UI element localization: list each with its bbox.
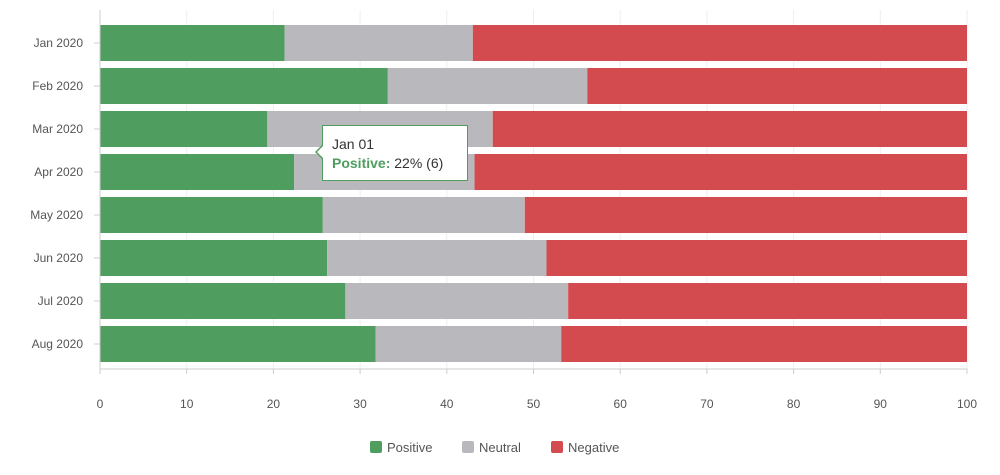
y-tick-label: Aug 2020	[32, 337, 84, 351]
bar-negative-aug-2020[interactable]	[561, 326, 967, 362]
x-tick-label: 80	[787, 397, 801, 411]
x-tick-label: 50	[527, 397, 541, 411]
bar-positive-apr-2020[interactable]	[100, 154, 295, 190]
legend-label-neutral: Neutral	[479, 440, 521, 455]
x-tick-label: 30	[353, 397, 367, 411]
bar-positive-feb-2020[interactable]	[100, 68, 388, 104]
tooltip-value-line: Positive: 22% (6)	[332, 154, 467, 173]
legend-label-positive: Positive	[387, 440, 433, 455]
legend-item-negative[interactable]: Negative	[551, 440, 619, 455]
y-tick-label: Jan 2020	[34, 36, 84, 50]
bar-negative-jan-2020[interactable]	[472, 25, 967, 61]
x-tick-label: 0	[97, 397, 104, 411]
y-tick-label: Feb 2020	[32, 79, 83, 93]
x-tick-label: 90	[874, 397, 888, 411]
tooltip-value: 22% (6)	[394, 155, 444, 171]
legend-label-negative: Negative	[568, 440, 619, 455]
bars	[100, 25, 967, 362]
bar-neutral-aug-2020[interactable]	[375, 326, 562, 362]
legend: Positive Neutral Negative	[370, 440, 619, 455]
y-tick-label: Jul 2020	[38, 294, 84, 308]
y-tick-label: May 2020	[30, 208, 83, 222]
bar-neutral-jan-2020[interactable]	[284, 25, 473, 61]
bar-negative-may-2020[interactable]	[524, 197, 967, 233]
bar-negative-jul-2020[interactable]	[568, 283, 967, 319]
y-tick-label: Mar 2020	[32, 122, 83, 136]
bar-neutral-jul-2020[interactable]	[345, 283, 569, 319]
legend-swatch-negative	[551, 441, 563, 453]
x-tick-label: 40	[440, 397, 454, 411]
y-tick-label: Apr 2020	[34, 165, 83, 179]
bar-negative-jun-2020[interactable]	[546, 240, 967, 276]
x-tick-label: 70	[700, 397, 714, 411]
x-tick-label: 60	[614, 397, 628, 411]
axes: 0 10 20 30 40 50 60 70 80 90 100 Jan 2020 Feb 2020 Ma…	[30, 10, 977, 411]
bar-positive-jan-2020[interactable]	[100, 25, 285, 61]
y-tick-label: Jun 2020	[34, 251, 84, 265]
bar-negative-mar-2020[interactable]	[492, 111, 967, 147]
bar-positive-jun-2020[interactable]	[100, 240, 328, 276]
tooltip-series-label: Positive:	[332, 155, 391, 171]
x-tick-label: 100	[957, 397, 977, 411]
bar-positive-aug-2020[interactable]	[100, 326, 376, 362]
tooltip-title: Jan 01	[332, 136, 375, 152]
bar-neutral-feb-2020[interactable]	[387, 68, 588, 104]
bar-negative-feb-2020[interactable]	[587, 68, 967, 104]
legend-item-neutral[interactable]: Neutral	[462, 440, 521, 455]
x-tick-label: 20	[267, 397, 281, 411]
chart-tooltip: Jan 01 Positive: 22% (6)	[315, 125, 468, 181]
bar-neutral-jun-2020[interactable]	[327, 240, 547, 276]
x-tick-label: 10	[180, 397, 194, 411]
legend-item-positive[interactable]: Positive	[370, 440, 433, 455]
legend-swatch-positive	[370, 441, 382, 453]
bar-positive-jul-2020[interactable]	[100, 283, 346, 319]
bar-positive-may-2020[interactable]	[100, 197, 323, 233]
legend-swatch-neutral	[462, 441, 474, 453]
bar-negative-apr-2020[interactable]	[474, 154, 967, 190]
bar-positive-mar-2020[interactable]	[100, 111, 268, 147]
bar-neutral-may-2020[interactable]	[322, 197, 525, 233]
